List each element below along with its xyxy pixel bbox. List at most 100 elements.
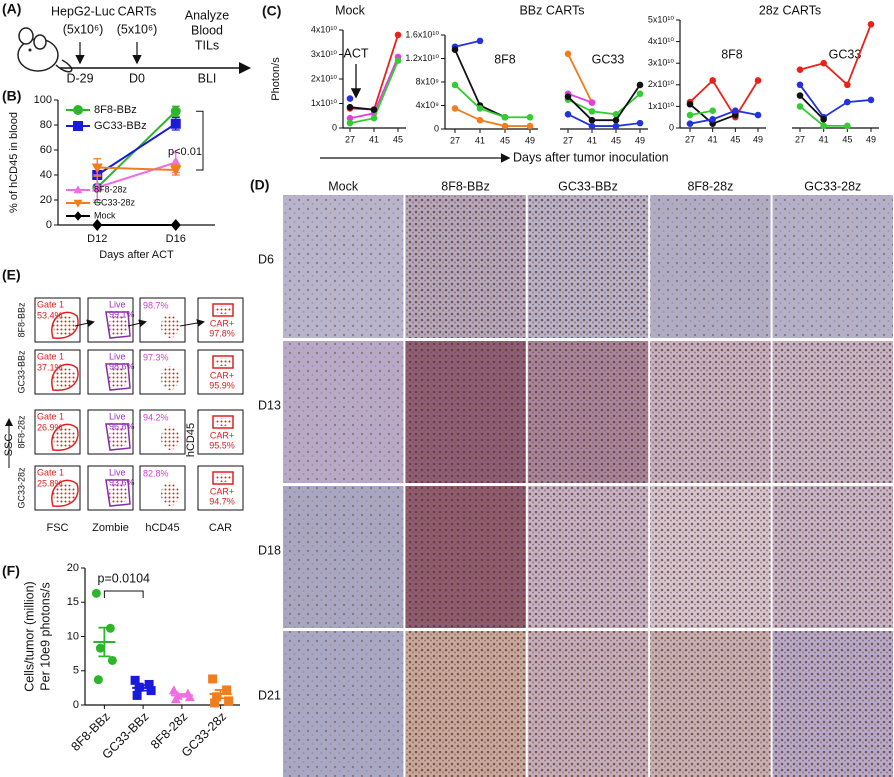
marker xyxy=(636,119,644,127)
marker xyxy=(184,692,195,702)
gate xyxy=(212,471,234,485)
x-tick-label: D16 xyxy=(166,233,186,245)
marker xyxy=(612,116,620,124)
marker xyxy=(394,31,402,39)
ihc-texture xyxy=(650,341,771,483)
axis-label: FSC xyxy=(47,522,69,534)
label: TILs xyxy=(195,38,219,52)
marker xyxy=(132,690,142,700)
ihc-texture xyxy=(283,341,404,483)
y-tick-label: 0 xyxy=(332,122,337,132)
column-header: 8F8-28z xyxy=(687,179,733,193)
marker xyxy=(170,106,181,117)
y-tick-label: 1.6x10¹⁰ xyxy=(405,29,439,39)
marker xyxy=(208,674,218,684)
ihc-texture xyxy=(650,195,771,338)
gate-label: CAR+ xyxy=(210,318,234,328)
label: Analyze xyxy=(185,8,230,22)
axis-label: Days after tumor inoculation xyxy=(513,150,669,164)
ihc-texture xyxy=(527,631,649,777)
y-tick-label: 1.2x10¹⁰ xyxy=(405,53,439,63)
flow-cloud xyxy=(53,428,77,448)
y-tick-label: 5x10¹⁰ xyxy=(648,14,675,24)
flow-cloud xyxy=(215,474,231,482)
ihc-texture xyxy=(772,341,893,483)
gate xyxy=(212,355,234,369)
marker xyxy=(686,100,694,108)
error-bar xyxy=(98,626,111,658)
gate-label: Gate 1 xyxy=(37,299,64,309)
marker xyxy=(92,219,103,231)
marker xyxy=(170,166,182,176)
marker xyxy=(146,686,156,696)
legend-label: 8F8-28z xyxy=(94,184,128,194)
flow-cloud xyxy=(53,484,77,504)
gate-value: 96.8% xyxy=(109,421,135,431)
legend-marker xyxy=(73,121,83,131)
marker xyxy=(709,77,716,84)
flow-cloud xyxy=(53,368,77,388)
marker xyxy=(588,108,596,115)
bracket xyxy=(196,110,204,171)
legend-marker xyxy=(73,185,83,194)
label: (5x10⁶) xyxy=(117,22,158,36)
flow-cloud xyxy=(109,426,127,450)
x-tick-label: 45 xyxy=(500,135,510,145)
flow-plot xyxy=(197,409,244,455)
axis-label: Per 10e9 photons/s xyxy=(38,582,52,690)
marker xyxy=(346,114,354,122)
series-line xyxy=(567,113,641,127)
marker xyxy=(91,163,103,174)
label: HepG2-Luc xyxy=(51,4,115,18)
chart-title: 28z CARTs xyxy=(759,3,821,17)
marker xyxy=(346,119,354,127)
gate-label: Gate 1 xyxy=(37,467,64,477)
axis-label: Cells/tumor (million) xyxy=(22,581,36,691)
arrow xyxy=(74,319,95,328)
marker xyxy=(686,111,694,119)
gate-value: 98.6% xyxy=(109,361,135,371)
ihc-texture xyxy=(405,486,526,628)
marker xyxy=(796,66,804,73)
annotation: ACT xyxy=(344,46,369,60)
series-line xyxy=(454,39,481,48)
flow-cloud xyxy=(161,482,179,506)
gate-value: 82.8% xyxy=(143,468,169,478)
x-tick-label: 41 xyxy=(369,134,379,144)
y-tick-label: 20 xyxy=(40,194,52,206)
y-tick-label: 60 xyxy=(40,144,52,156)
gate-label: CAR+ xyxy=(210,486,234,496)
gate-value: 95.5% xyxy=(209,440,235,450)
y-tick-label: 0 xyxy=(73,699,79,711)
y-tick-label: 4x10⁹ xyxy=(416,100,440,110)
axis-label: Zombie xyxy=(92,522,129,534)
series-line xyxy=(689,109,759,125)
marker xyxy=(212,692,222,702)
marker xyxy=(844,122,851,130)
x-tick-label: 45 xyxy=(730,134,740,144)
axis-label: hCD45 xyxy=(145,522,179,534)
marker xyxy=(91,588,101,598)
marker xyxy=(588,116,596,124)
row-label: D6 xyxy=(258,252,274,266)
gate xyxy=(51,311,79,339)
annotation: p<0.01 xyxy=(168,146,202,158)
marker xyxy=(526,113,534,121)
axis-label: Photon/s xyxy=(270,57,282,101)
label: D-29 xyxy=(66,71,93,85)
panel-label: (E) xyxy=(2,267,21,283)
gate-value: 97.3% xyxy=(143,352,169,362)
ihc-texture xyxy=(283,195,404,338)
marker xyxy=(796,103,804,110)
gate-label: Gate 1 xyxy=(37,411,64,421)
axis-label: CAR xyxy=(209,522,232,534)
series-line xyxy=(97,166,176,171)
gate xyxy=(105,311,131,339)
y-tick-label: 3x10¹⁰ xyxy=(311,49,338,59)
axis-label: Days after ACT xyxy=(99,249,174,261)
marker xyxy=(796,81,804,89)
marker xyxy=(636,90,644,98)
marker xyxy=(95,643,105,653)
legend-marker xyxy=(73,199,83,208)
marker xyxy=(588,122,596,130)
